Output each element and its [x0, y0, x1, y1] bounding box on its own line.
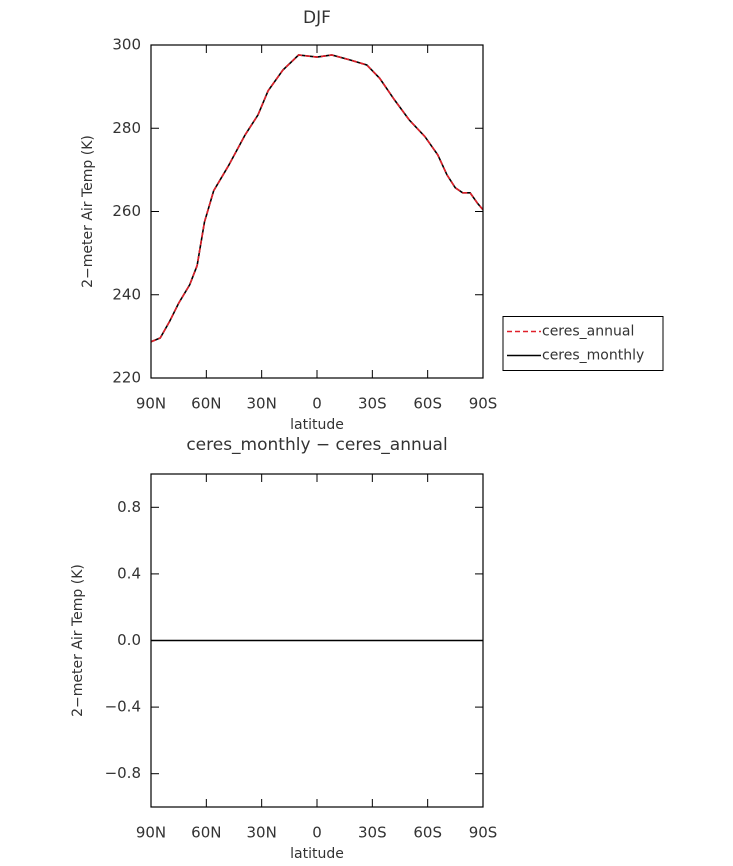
y-tick-label: −0.8 [105, 764, 141, 782]
x-tick-label: 90N [136, 824, 166, 842]
x-tick-label: 30N [247, 824, 277, 842]
y-tick-label: 220 [112, 369, 141, 387]
x-tick-label: 0 [312, 824, 322, 842]
legend-label: ceres_monthly [542, 348, 644, 364]
x-tick-label: 0 [312, 395, 322, 413]
y-tick-label: 280 [112, 119, 141, 137]
x-tick-label: 30S [358, 824, 387, 842]
chart-title: ceres_monthly − ceres_annual [186, 435, 447, 455]
data-line [150, 54, 484, 343]
plot-frame [150, 473, 484, 808]
legend-box [502, 316, 664, 371]
x-tick-label: 90N [136, 395, 166, 413]
y-tick-label: 300 [112, 36, 141, 54]
x-tick-label: 60N [191, 395, 221, 413]
x-axis-label: latitude [290, 417, 344, 433]
x-tick-label: 30S [358, 395, 387, 413]
legend-label: ceres_annual [542, 324, 634, 340]
x-tick-label: 60S [413, 395, 442, 413]
x-tick-label: 30N [247, 395, 277, 413]
y-axis-label: 2−meter Air Temp (K) [80, 135, 96, 288]
y-tick-label: 260 [112, 202, 141, 220]
y-tick-label: 0.0 [117, 631, 141, 649]
data-line [150, 54, 484, 343]
chart-title: DJF [303, 8, 331, 28]
x-tick-label: 90S [469, 824, 498, 842]
y-tick-label: 240 [112, 285, 141, 303]
x-tick-label: 90S [469, 395, 498, 413]
x-axis-label: latitude [290, 846, 344, 862]
y-tick-label: 0.8 [117, 498, 141, 516]
x-tick-label: 60N [191, 824, 221, 842]
y-axis-label: 2−meter Air Temp (K) [70, 564, 86, 717]
y-tick-label: −0.4 [105, 698, 141, 716]
y-tick-label: 0.4 [117, 564, 141, 582]
plot-frame [150, 44, 484, 379]
x-tick-label: 60S [413, 824, 442, 842]
